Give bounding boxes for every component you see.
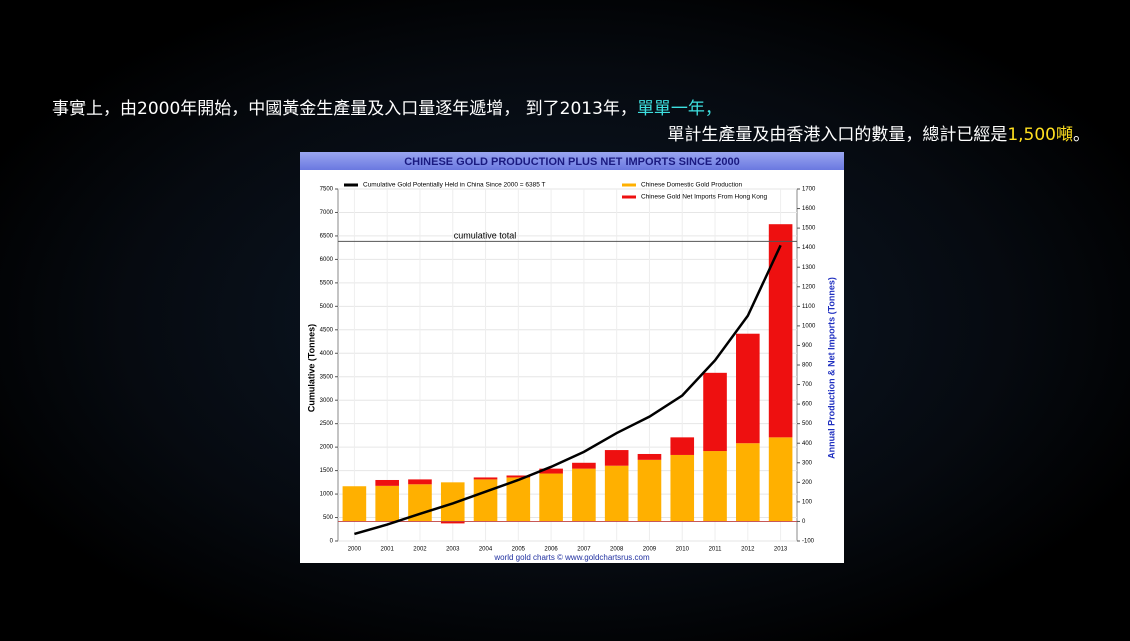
bar <box>604 450 629 466</box>
y2-tick-label: 300 <box>802 460 813 466</box>
y2-tick-label: 1100 <box>802 304 816 310</box>
bar <box>506 477 531 522</box>
caption-line: 單計生產量及由香港入口的數量，總計已經是1,500噸。 <box>667 120 1090 145</box>
y-tick-label: 4000 <box>320 351 334 357</box>
bar <box>736 443 760 522</box>
y-tick-label: 1000 <box>320 492 334 498</box>
source-note: world gold charts © www.goldchartsrus.co… <box>493 553 650 562</box>
y-tick-label: 3000 <box>320 398 334 404</box>
caption-highlight: 單單一年， <box>636 99 722 119</box>
x-tick-label: 2010 <box>676 547 690 553</box>
x-tick-label: 2013 <box>774 547 788 553</box>
bar <box>768 224 793 438</box>
y2-tick-label: -100 <box>802 539 815 545</box>
y2-tick-label: 1600 <box>802 206 816 212</box>
y-tick-label: 3500 <box>320 374 334 380</box>
bar <box>539 473 563 522</box>
y2-tick-label: 900 <box>802 343 813 349</box>
y-axis-label: Cumulative (Tonnes) <box>306 324 316 412</box>
legend-label: Chinese Gold Net Imports From Hong Kong <box>641 194 767 201</box>
bar <box>572 462 596 469</box>
y2-tick-label: 1400 <box>802 245 816 251</box>
y2-tick-label: 1300 <box>802 265 816 271</box>
y-tick-label: 5000 <box>320 304 334 310</box>
bar <box>473 479 498 522</box>
bar <box>473 477 498 480</box>
bar <box>637 459 662 522</box>
bar <box>539 468 563 474</box>
y-tick-label: 2500 <box>320 421 334 427</box>
bar <box>440 521 465 524</box>
y-tick-label: 1500 <box>320 468 334 474</box>
legend-label: Chinese Domestic Gold Production <box>641 182 743 189</box>
y2-tick-label: 1200 <box>802 284 816 290</box>
bar <box>572 468 596 522</box>
y2-tick-label: 200 <box>802 480 813 486</box>
x-tick-label: 2001 <box>380 547 394 553</box>
y-tick-label: 7000 <box>320 210 334 216</box>
legend-label: Cumulative Gold Potentially Held in Chin… <box>363 182 546 189</box>
bar <box>736 333 760 444</box>
y-tick-label: 0 <box>330 539 334 545</box>
x-tick-label: 2000 <box>348 547 362 553</box>
bar <box>440 482 465 522</box>
y-tick-label: 2000 <box>320 445 334 451</box>
bar <box>408 479 432 485</box>
caption-text: 事實上，由2000年開始，中國黃金生產量及入口量逐年遞增， 到了2013年， <box>52 99 637 119</box>
line <box>354 244 782 536</box>
y2-tick-label: 800 <box>802 363 813 369</box>
bar <box>768 437 793 522</box>
x-tick-label: 2007 <box>577 547 591 553</box>
y-tick-label: 6000 <box>320 257 334 263</box>
bar <box>637 453 662 460</box>
caption-line: 事實上，由2000年開始，中國黃金生產量及入口量逐年遞增， 到了2013年，單單… <box>52 94 722 119</box>
y2-tick-label: 700 <box>802 382 813 388</box>
bar <box>375 485 399 522</box>
x-tick-label: 2005 <box>512 547 526 553</box>
caption-highlight: 1,500噸 <box>1007 125 1073 145</box>
bar <box>375 479 399 486</box>
y2-tick-label: 500 <box>802 421 813 427</box>
bar <box>703 451 727 522</box>
y2-axis-label: Annual Production & Net Imports (Tonnes) <box>826 277 836 459</box>
reference-label: cumulative total <box>454 231 517 241</box>
y2-tick-label: 1500 <box>802 226 816 232</box>
y2-tick-label: 100 <box>802 499 813 505</box>
bar <box>670 454 695 522</box>
title-bar <box>300 152 844 170</box>
x-tick-label: 2004 <box>479 547 493 553</box>
y-tick-label: 4500 <box>320 327 334 333</box>
caption-text: 單計生產量及由香港入口的數量，總計已經是 <box>667 125 1008 145</box>
x-tick-label: 2002 <box>413 547 427 553</box>
x-tick-label: 2006 <box>544 547 558 553</box>
y-tick-label: 5500 <box>320 280 334 286</box>
x-tick-label: 2011 <box>709 547 723 553</box>
bar <box>703 372 727 452</box>
y2-tick-label: 400 <box>802 441 813 447</box>
x-tick-label: 2009 <box>643 547 657 553</box>
bar <box>506 475 531 478</box>
y-tick-label: 6500 <box>320 234 334 240</box>
chart: CHINESE GOLD PRODUCTION PLUS NET IMPORTS… <box>300 152 844 563</box>
y2-tick-label: 1700 <box>802 187 816 193</box>
x-tick-label: 2012 <box>741 547 755 553</box>
bar <box>342 486 367 522</box>
y2-tick-label: 1000 <box>802 323 816 329</box>
caption-text: 。 <box>1073 125 1090 145</box>
x-tick-label: 2003 <box>446 547 460 553</box>
bar <box>604 465 629 522</box>
y-tick-label: 7500 <box>320 187 334 193</box>
x-tick-label: 2008 <box>610 547 624 553</box>
chart-title: CHINESE GOLD PRODUCTION PLUS NET IMPORTS… <box>404 156 740 168</box>
bar <box>670 437 695 455</box>
y-tick-label: 500 <box>323 515 334 521</box>
y2-tick-label: 0 <box>802 519 806 525</box>
y2-tick-label: 600 <box>802 402 813 408</box>
